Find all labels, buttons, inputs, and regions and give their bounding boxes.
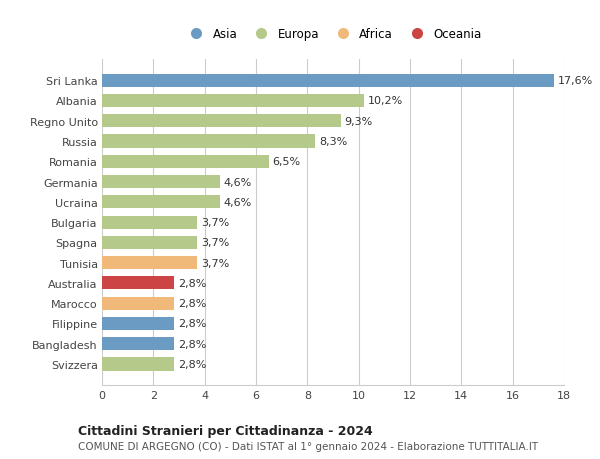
Text: 2,8%: 2,8% [178, 339, 206, 349]
Bar [102, 297, 174, 310]
Text: 3,7%: 3,7% [201, 218, 229, 228]
Bar [102, 236, 197, 249]
Bar [102, 196, 220, 209]
Text: 10,2%: 10,2% [368, 96, 403, 106]
Text: 4,6%: 4,6% [224, 197, 252, 207]
Text: 3,7%: 3,7% [201, 238, 229, 248]
Bar [102, 156, 269, 168]
Bar [102, 176, 220, 189]
Bar [102, 358, 174, 371]
Text: Cittadini Stranieri per Cittadinanza - 2024: Cittadini Stranieri per Cittadinanza - 2… [78, 424, 373, 437]
Text: 9,3%: 9,3% [344, 117, 373, 127]
Legend: Asia, Europa, Africa, Oceania: Asia, Europa, Africa, Oceania [180, 23, 486, 45]
Text: 2,8%: 2,8% [178, 319, 206, 329]
Bar [102, 257, 197, 269]
Bar [102, 135, 315, 148]
Text: 17,6%: 17,6% [557, 76, 593, 86]
Text: 2,8%: 2,8% [178, 278, 206, 288]
Bar [102, 95, 364, 108]
Text: 4,6%: 4,6% [224, 177, 252, 187]
Bar [102, 277, 174, 290]
Bar [102, 115, 341, 128]
Bar [102, 74, 554, 88]
Bar [102, 216, 197, 229]
Text: 3,7%: 3,7% [201, 258, 229, 268]
Bar [102, 317, 174, 330]
Text: COMUNE DI ARGEGNO (CO) - Dati ISTAT al 1° gennaio 2024 - Elaborazione TUTTITALIA: COMUNE DI ARGEGNO (CO) - Dati ISTAT al 1… [78, 441, 538, 451]
Text: 2,8%: 2,8% [178, 298, 206, 308]
Bar [102, 337, 174, 351]
Text: 8,3%: 8,3% [319, 137, 347, 147]
Text: 6,5%: 6,5% [272, 157, 301, 167]
Text: 2,8%: 2,8% [178, 359, 206, 369]
